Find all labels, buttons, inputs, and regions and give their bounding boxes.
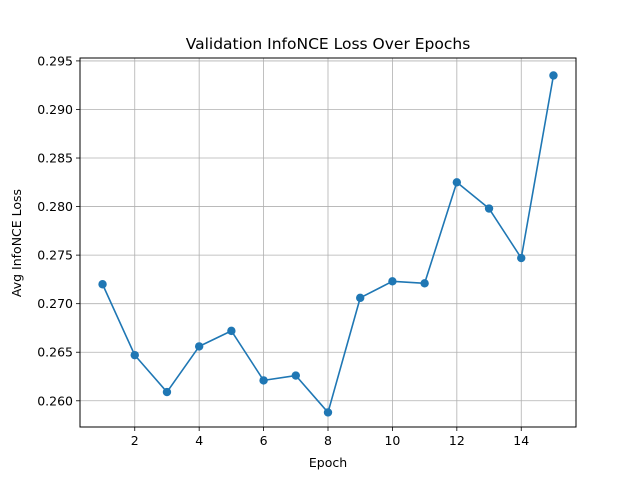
data-point (452, 178, 462, 187)
x-tick-label: 4 (195, 433, 203, 448)
x-tick-label: 12 (449, 433, 465, 448)
data-point (291, 371, 300, 380)
data-point (227, 326, 236, 336)
data-point (356, 293, 365, 303)
y-tick-label: 0.280 (37, 199, 73, 214)
grid (80, 58, 576, 427)
x-tick-label: 6 (260, 433, 268, 448)
y-tick-label: 0.290 (37, 102, 73, 117)
data-point (484, 204, 494, 213)
y-tick-label: 0.285 (37, 151, 73, 166)
x-tick-label: 8 (324, 433, 332, 448)
data-point (323, 408, 333, 417)
data-point (130, 350, 139, 360)
data-point (420, 279, 429, 288)
data-point (162, 387, 172, 397)
data-point (98, 280, 107, 289)
data-point (194, 342, 204, 351)
y-tick-label: 0.270 (37, 296, 73, 311)
x-tick-label: 14 (513, 433, 529, 448)
x-axis-label: Epoch (309, 455, 347, 470)
y-tick-label: 0.260 (37, 393, 73, 408)
data-point (388, 277, 397, 286)
series (98, 71, 558, 417)
data-point (549, 71, 558, 80)
data-point (517, 253, 526, 263)
ticks: 2 4 6 8 10 12 14 0.260 0.265 0.270 0.275 0.280 0.285… (37, 53, 529, 448)
y-tick-label: 0.295 (37, 53, 73, 68)
y-tick-label: 0.265 (37, 345, 73, 360)
y-axis-label: Avg InfoNCE Loss (9, 189, 24, 297)
data-point (259, 376, 268, 385)
chart-title: Validation InfoNCE Loss Over Epochs (186, 35, 471, 53)
y-tick-label: 0.275 (37, 248, 73, 263)
x-tick-label: 10 (384, 433, 400, 448)
x-tick-label: 2 (131, 433, 139, 448)
